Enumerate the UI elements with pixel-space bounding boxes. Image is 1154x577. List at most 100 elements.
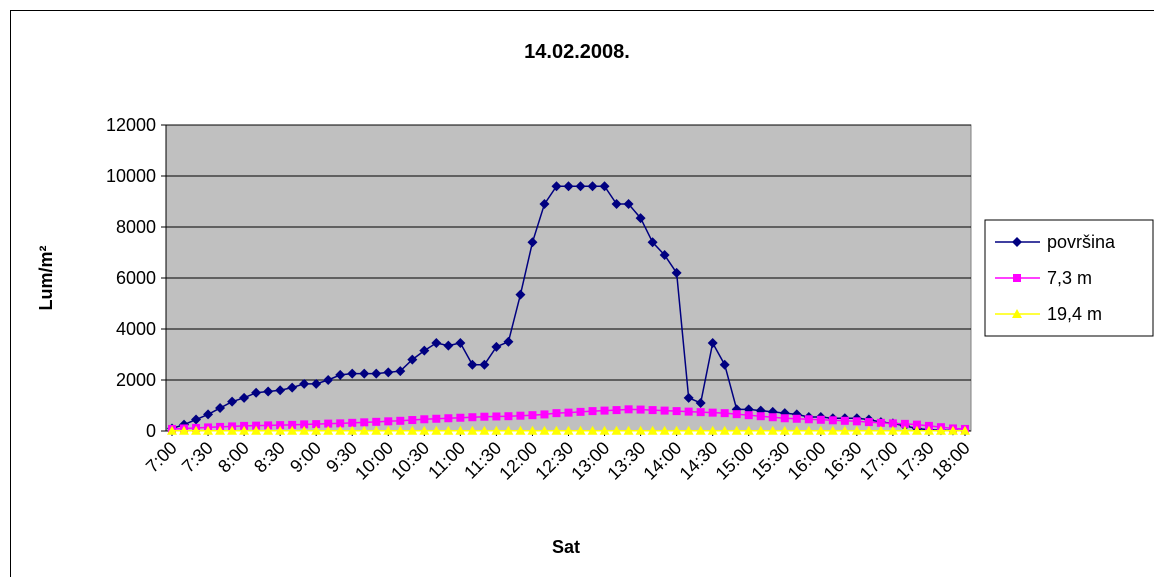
marker xyxy=(935,425,946,435)
marker xyxy=(371,425,382,435)
marker xyxy=(359,425,370,435)
marker xyxy=(419,425,430,435)
marker xyxy=(227,396,238,407)
marker xyxy=(383,425,394,435)
marker xyxy=(443,425,454,435)
marker xyxy=(264,421,273,430)
marker xyxy=(515,425,526,435)
marker xyxy=(336,419,345,428)
y-tick-label: 4000 xyxy=(116,319,156,339)
marker xyxy=(636,405,645,414)
marker xyxy=(671,425,682,435)
marker xyxy=(863,425,874,435)
marker xyxy=(684,407,693,416)
marker xyxy=(372,417,381,426)
marker xyxy=(672,407,681,416)
marker xyxy=(828,416,837,425)
marker xyxy=(767,425,778,435)
marker xyxy=(311,378,322,389)
marker xyxy=(335,425,346,435)
marker xyxy=(959,425,970,435)
marker xyxy=(756,412,765,421)
marker xyxy=(695,425,706,435)
marker xyxy=(359,368,370,379)
x-axis-label: Sat xyxy=(552,537,580,557)
marker xyxy=(587,181,598,192)
marker xyxy=(263,425,274,435)
marker xyxy=(420,415,429,424)
marker xyxy=(491,425,502,435)
marker xyxy=(455,425,466,435)
marker xyxy=(564,408,573,417)
marker xyxy=(360,418,369,427)
marker xyxy=(791,425,802,435)
marker xyxy=(587,425,598,435)
marker xyxy=(551,181,562,192)
y-tick-label: 8000 xyxy=(116,217,156,237)
legend-label: 19,4 m xyxy=(1047,304,1102,324)
marker xyxy=(251,387,262,398)
marker xyxy=(563,425,574,435)
marker xyxy=(239,425,250,435)
marker xyxy=(443,340,454,351)
y-tick-label: 6000 xyxy=(116,268,156,288)
marker xyxy=(551,425,562,435)
y-tick-label: 12000 xyxy=(106,115,156,135)
marker xyxy=(479,359,490,370)
marker xyxy=(731,425,742,435)
marker xyxy=(768,413,777,422)
marker xyxy=(419,345,430,356)
marker xyxy=(299,378,310,389)
marker xyxy=(504,412,513,421)
marker xyxy=(467,359,478,370)
marker xyxy=(900,419,909,428)
marker xyxy=(719,359,730,370)
marker xyxy=(707,338,718,349)
marker xyxy=(395,366,406,377)
marker xyxy=(623,425,634,435)
marker xyxy=(468,413,477,422)
marker xyxy=(1012,237,1022,247)
marker xyxy=(851,425,862,435)
marker xyxy=(887,425,898,435)
marker xyxy=(611,425,622,435)
marker xyxy=(864,418,873,427)
marker xyxy=(431,338,442,349)
marker xyxy=(911,425,922,435)
marker xyxy=(276,421,285,430)
chart-title: 14.02.2008. xyxy=(524,41,630,63)
marker xyxy=(804,415,813,424)
marker xyxy=(528,411,537,420)
marker xyxy=(527,237,538,248)
marker xyxy=(708,408,717,417)
marker xyxy=(923,425,934,435)
marker xyxy=(888,419,897,428)
marker xyxy=(480,412,489,421)
marker xyxy=(179,425,190,435)
marker xyxy=(720,409,729,418)
marker xyxy=(407,354,418,365)
marker xyxy=(239,392,250,403)
marker xyxy=(576,407,585,416)
marker xyxy=(540,410,549,419)
legend-label: 7,3 m xyxy=(1047,268,1092,288)
marker xyxy=(527,425,538,435)
marker xyxy=(203,409,214,420)
marker xyxy=(732,410,741,419)
marker xyxy=(324,419,333,428)
marker xyxy=(263,386,274,397)
marker xyxy=(647,425,658,435)
marker xyxy=(539,425,550,435)
marker xyxy=(371,368,382,379)
marker xyxy=(600,406,609,415)
marker xyxy=(671,267,682,278)
marker xyxy=(467,425,478,435)
marker xyxy=(719,425,730,435)
marker xyxy=(311,425,322,435)
marker xyxy=(707,425,718,435)
marker xyxy=(335,369,346,380)
marker xyxy=(300,420,309,429)
y-axis-label: Lum/m² xyxy=(36,245,56,310)
marker xyxy=(780,414,789,423)
